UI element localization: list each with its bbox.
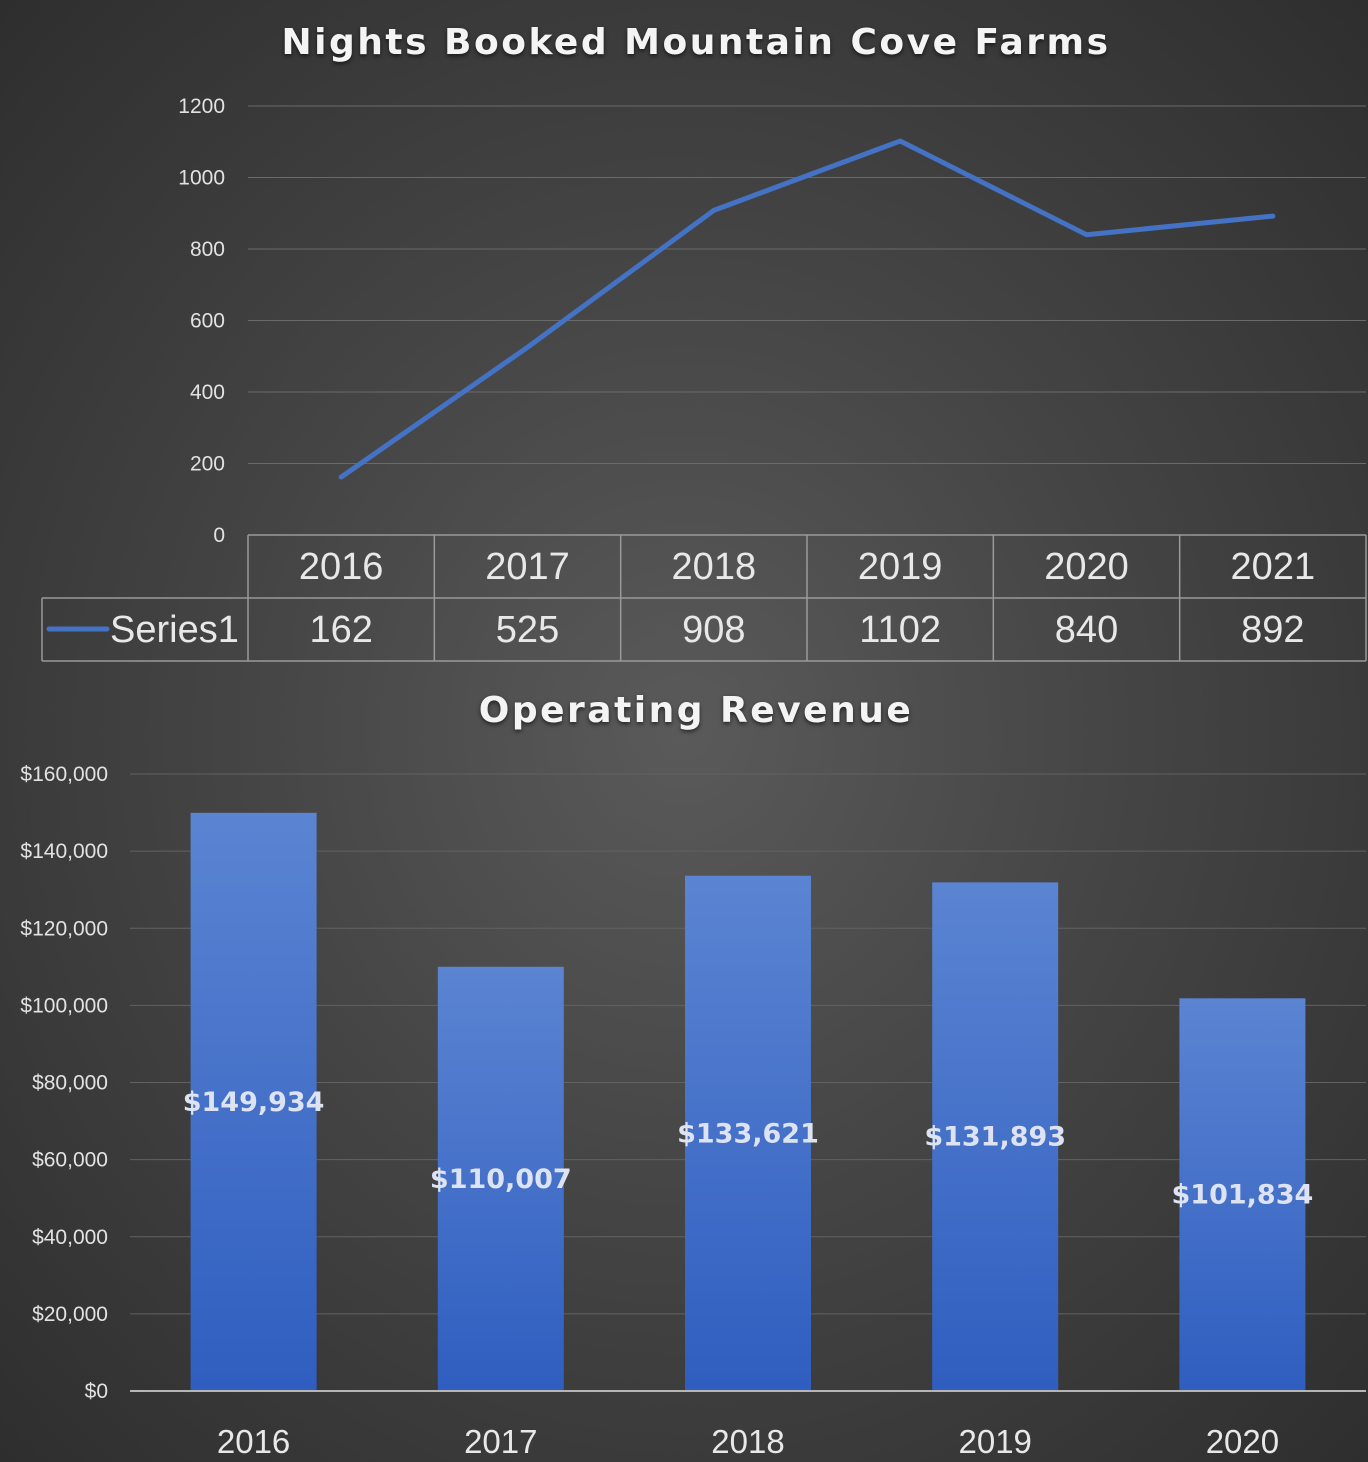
legend-label-series1: Series1: [110, 609, 239, 651]
y-tick-label: $60,000: [32, 1149, 108, 1172]
bar-chart-title: Operating Revenue: [478, 690, 914, 731]
y-tick-label: 400: [190, 381, 225, 404]
data-label: $149,934: [183, 1087, 325, 1118]
x-tick-label: 2020: [1206, 1423, 1279, 1460]
y-tick-label: $40,000: [32, 1226, 108, 1249]
x-tick-label: 2017: [464, 1423, 537, 1460]
y-tick-label: 800: [190, 238, 225, 261]
bar-2019: [932, 882, 1059, 1391]
table-value-cell: 908: [682, 609, 745, 651]
table-header-cell: 2021: [1231, 546, 1316, 588]
data-label: $110,007: [430, 1164, 572, 1195]
y-tick-label: $80,000: [32, 1072, 108, 1095]
x-tick-label: 2018: [711, 1423, 784, 1460]
y-tick-label: $120,000: [20, 917, 108, 940]
bar-2016: [190, 812, 317, 1391]
bar-2020: [1179, 998, 1306, 1391]
y-tick-label: $0: [85, 1380, 108, 1403]
table-header-cell: 2018: [672, 546, 757, 588]
bar-chart: $0 $20,000 $40,000 $60,000 $80,000 $100,000 $1…: [20, 763, 1366, 1460]
y-tick-label: 1200: [178, 95, 225, 118]
line-chart-title: Nights Booked Mountain Cove Farms: [281, 22, 1111, 63]
table-value-cell: 162: [309, 609, 372, 651]
x-tick-label: 2016: [217, 1423, 290, 1460]
table-value-cell: 892: [1241, 609, 1304, 651]
table-header-cell: 2016: [299, 546, 384, 588]
data-label: $101,834: [1172, 1180, 1314, 1211]
table-header-cell: 2020: [1044, 546, 1129, 588]
y-tick-label: $160,000: [20, 763, 108, 786]
y-tick-label: 1000: [178, 167, 225, 190]
table-value-cell: 525: [496, 609, 559, 651]
table-header-cell: 2019: [858, 546, 943, 588]
y-tick-label: $100,000: [20, 994, 108, 1017]
table-header-cell: 2017: [485, 546, 570, 588]
bar-2018: [685, 875, 811, 1391]
y-tick-label: 600: [190, 310, 225, 333]
series-line-series1: [338, 138, 1276, 480]
table-value-cell: 840: [1055, 609, 1118, 651]
y-tick-label: $140,000: [20, 840, 108, 863]
bar-2017: [437, 966, 564, 1391]
y-tick-label: $20,000: [32, 1303, 108, 1326]
data-label: $131,893: [924, 1122, 1066, 1153]
line-chart: 0 200 400 600 800 1000 1200 2016 2017 2018 2019 202…: [41, 95, 1367, 662]
x-tick-label: 2019: [958, 1423, 1031, 1460]
data-label: $133,621: [677, 1118, 819, 1149]
y-tick-label: 0: [213, 524, 225, 547]
y-tick-label: 200: [190, 453, 225, 476]
table-value-cell: 1102: [859, 609, 941, 651]
